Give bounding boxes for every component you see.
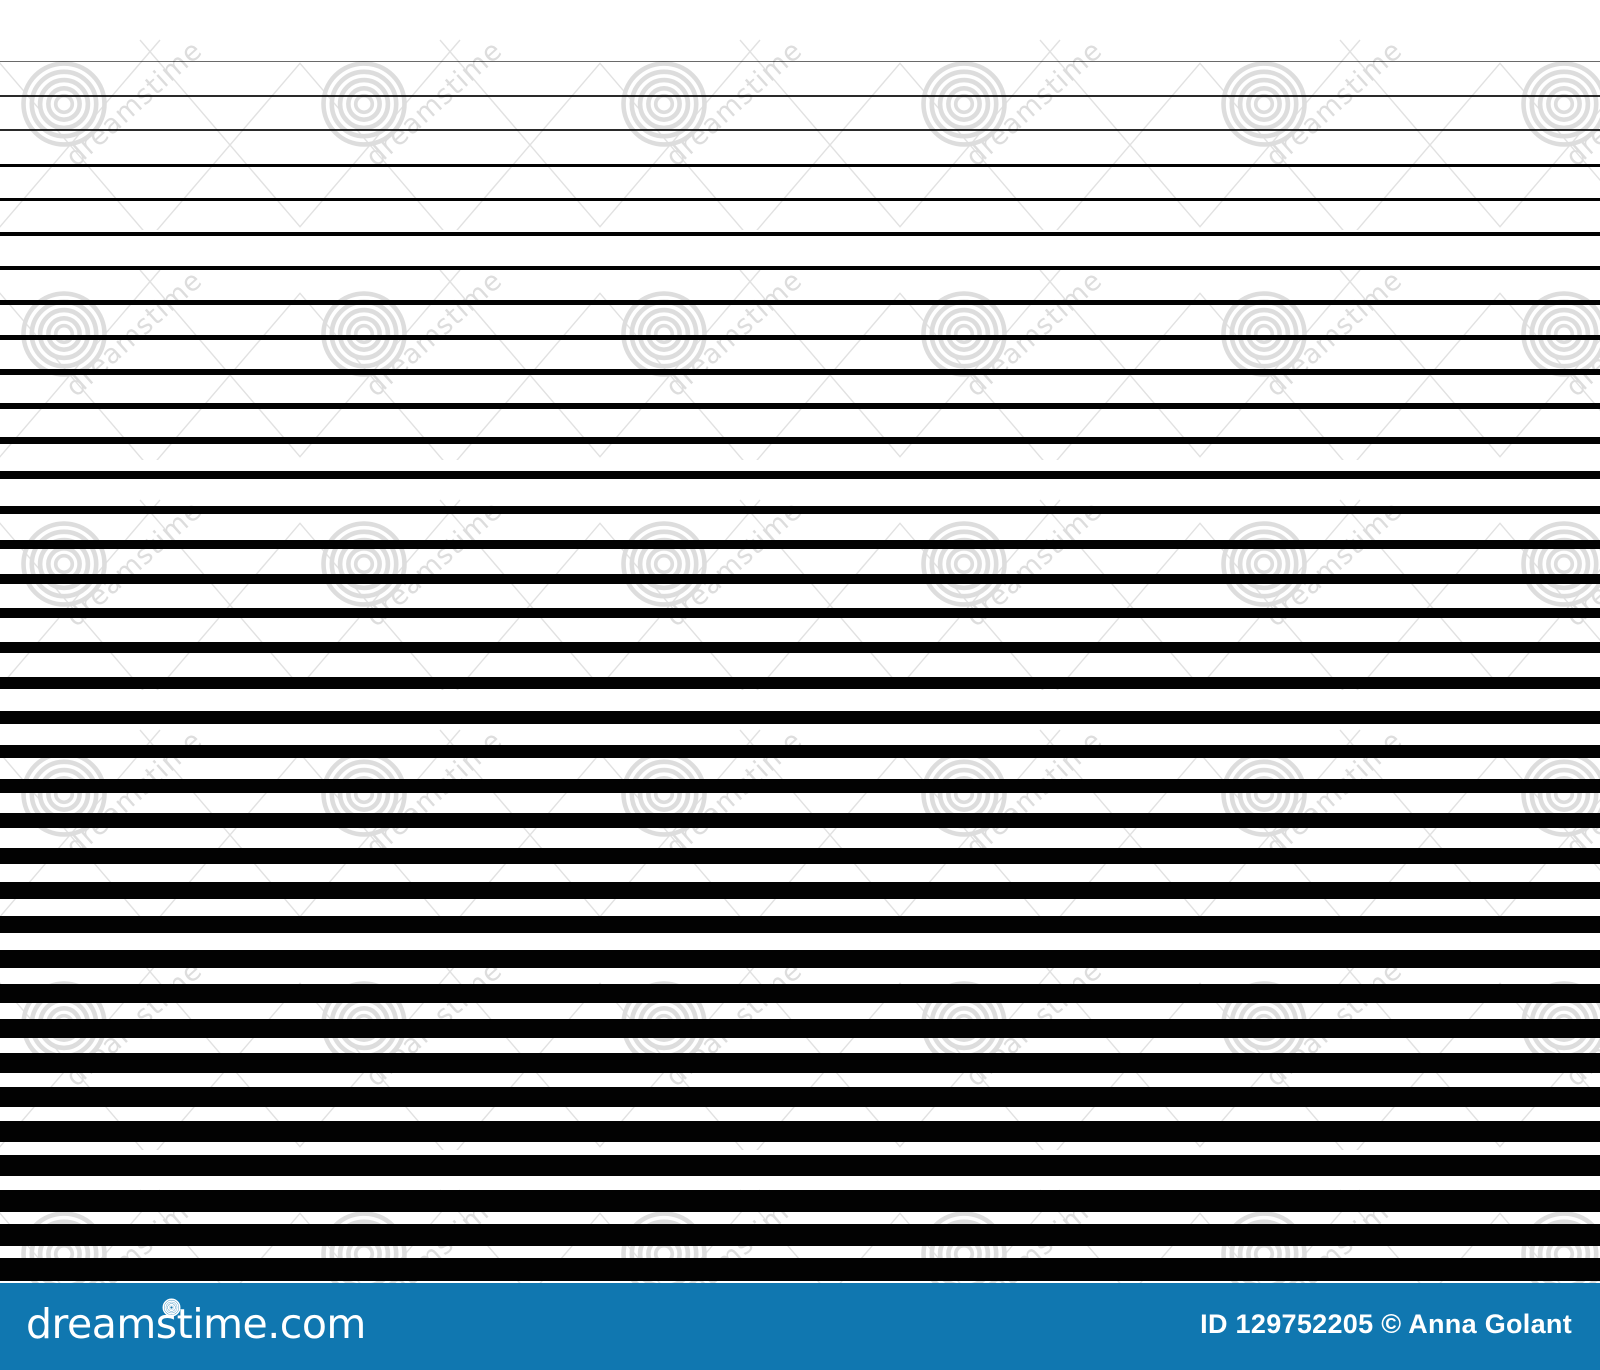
stripe-line	[0, 1224, 1600, 1246]
spiral-icon	[162, 1298, 181, 1317]
stripe-line	[0, 1190, 1600, 1212]
stripe-line	[0, 642, 1600, 653]
stripe-line	[0, 369, 1600, 375]
stripe-line	[0, 232, 1600, 236]
stripe-line	[0, 574, 1600, 584]
stripe-line	[0, 403, 1600, 409]
stripe-line	[0, 916, 1600, 933]
stripe-line	[0, 335, 1600, 340]
stripe-line	[0, 266, 1600, 270]
dreamstime-logo[interactable]: dreamstime.com	[26, 1298, 366, 1348]
footer-bar: dreamstime.com ID 129752205 © Anna Golan…	[0, 1283, 1600, 1370]
stripe-line	[0, 1155, 1600, 1176]
stripe-line	[0, 608, 1600, 618]
stripe-line	[0, 437, 1600, 444]
dreamstime-logo-text: dreamstime.com	[26, 1300, 366, 1348]
stripe-line	[0, 129, 1600, 131]
stripe-line	[0, 300, 1600, 305]
stripe-line	[0, 1019, 1600, 1038]
stripe-line	[0, 779, 1600, 793]
stripe-line	[0, 745, 1600, 758]
stripe-line	[0, 198, 1600, 201]
stripe-line	[0, 984, 1600, 1003]
image-credit: ID 129752205 © Anna Golant	[1200, 1309, 1572, 1339]
stripe-line	[0, 950, 1600, 968]
stripe-line	[0, 471, 1600, 479]
stripe-line	[0, 164, 1600, 167]
stripe-line	[0, 882, 1600, 899]
stripe-line	[0, 61, 1600, 62]
stripe-line	[0, 1121, 1600, 1142]
stripe-line	[0, 540, 1600, 549]
stripe-line	[0, 711, 1600, 724]
stripe-line	[0, 506, 1600, 514]
stripe-line	[0, 1087, 1600, 1107]
stripe-line	[0, 1053, 1600, 1073]
stripe-pattern-artwork	[0, 61, 1600, 1281]
stripe-line	[0, 813, 1600, 828]
stripe-line	[0, 677, 1600, 689]
stripe-line	[0, 848, 1600, 864]
stripe-line	[0, 95, 1600, 97]
stripe-line	[0, 1258, 1600, 1281]
